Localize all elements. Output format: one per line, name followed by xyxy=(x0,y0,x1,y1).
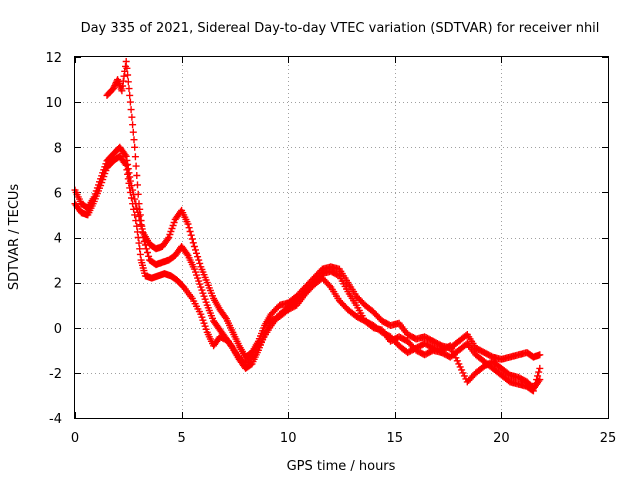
data-point-track-a xyxy=(170,219,178,226)
y-tick-label: -4 xyxy=(49,412,62,427)
data-point-track-b xyxy=(119,82,127,90)
x-tick-label: 0 xyxy=(71,431,79,446)
data-point-track-c xyxy=(249,352,257,360)
x-tick-label: 15 xyxy=(387,431,404,446)
data-point-track-c xyxy=(130,205,138,213)
data-point-track-c xyxy=(533,376,541,384)
data-point-track-b xyxy=(131,143,139,151)
data-point-track-a xyxy=(184,220,192,228)
data-point-track-c xyxy=(532,379,539,387)
x-tick-label: 10 xyxy=(280,431,297,446)
y-tick-label: 10 xyxy=(45,96,62,111)
data-point-track-c xyxy=(134,234,142,241)
data-point-track-b xyxy=(142,245,150,253)
data-point-track-c xyxy=(126,188,134,196)
data-point-track-a xyxy=(187,231,195,239)
y-tick-label: -2 xyxy=(49,367,62,382)
data-point-track-a xyxy=(121,151,129,159)
data-point-track-b xyxy=(132,162,140,170)
data-point-track-a xyxy=(185,224,193,232)
data-point-track-b xyxy=(126,98,134,106)
data-point-track-c xyxy=(129,200,137,208)
data-point-track-a xyxy=(135,212,143,220)
y-tick-label: 6 xyxy=(54,186,62,201)
data-point-track-c xyxy=(124,170,132,178)
data-point-track-b xyxy=(123,64,131,72)
data-point-track-b xyxy=(124,78,132,86)
data-point-track-b xyxy=(183,250,191,258)
data-points xyxy=(71,58,544,395)
data-point-track-c xyxy=(132,217,140,225)
data-point-track-b xyxy=(125,85,133,93)
data-point-track-a xyxy=(164,235,172,243)
data-point-track-b xyxy=(133,172,141,179)
data-point-track-b xyxy=(128,113,136,121)
data-point-track-c xyxy=(136,250,144,258)
y-tick-label: 4 xyxy=(54,232,62,247)
data-point-track-b xyxy=(145,252,153,260)
y-tick-label: 8 xyxy=(54,141,62,156)
tick-labels: 0 5 10 15 20 25 -4 -2 0 2 4 6 8 10 12 xyxy=(45,51,616,446)
data-point-track-b xyxy=(141,241,149,249)
data-point-track-a xyxy=(194,253,202,261)
data-point-track-a xyxy=(536,351,544,359)
data-point-track-c xyxy=(536,364,544,372)
y-tick-label: 12 xyxy=(45,51,62,66)
axis-ticks xyxy=(75,57,609,419)
data-point-track-a xyxy=(122,152,130,160)
y-tick-label: 0 xyxy=(54,322,62,337)
data-point-track-a xyxy=(221,313,229,321)
data-point-track-c xyxy=(128,194,135,202)
grid-lines xyxy=(75,57,608,418)
data-point-track-b xyxy=(144,249,151,256)
plot-frame xyxy=(74,56,609,419)
data-point-track-b xyxy=(453,357,461,365)
data-point-track-b xyxy=(134,181,141,189)
data-point-track-b xyxy=(122,58,130,65)
data-point-track-a xyxy=(131,195,139,203)
y-tick-label: 2 xyxy=(54,277,62,292)
data-point-track-c xyxy=(122,161,130,169)
data-point-track-b xyxy=(198,286,206,294)
data-point-track-c xyxy=(121,160,129,168)
x-tick-label: 20 xyxy=(493,431,510,446)
data-point-track-a xyxy=(190,243,198,250)
data-point-track-a xyxy=(192,246,199,254)
data-point-track-b xyxy=(129,128,137,136)
chart-title: Day 335 of 2021, Sidereal Day-to-day VTE… xyxy=(81,21,600,36)
data-point-track-b xyxy=(129,121,137,129)
data-point-track-b xyxy=(134,190,142,198)
data-point-track-a xyxy=(186,228,194,235)
y-axis-label: SDTVAR / TECUs xyxy=(7,184,22,291)
data-point-track-c xyxy=(534,372,542,380)
data-point-track-a xyxy=(193,249,200,257)
data-point-track-b xyxy=(126,91,134,99)
data-point-track-a xyxy=(195,256,203,264)
x-axis-label: GPS time / hours xyxy=(287,459,396,474)
x-tick-label: 5 xyxy=(177,431,185,446)
data-point-track-c xyxy=(530,383,538,391)
data-point-track-c xyxy=(131,211,139,219)
data-point-track-c xyxy=(201,322,209,330)
data-point-track-b xyxy=(131,153,139,161)
data-point-track-b xyxy=(140,237,148,245)
data-point-track-b xyxy=(130,136,138,144)
data-point-track-b xyxy=(127,106,135,114)
data-point-track-a xyxy=(189,239,197,247)
data-point-track-a xyxy=(196,259,204,267)
data-point-track-c xyxy=(529,387,537,395)
data-point-track-b xyxy=(124,71,132,79)
data-point-track-b xyxy=(325,282,333,290)
data-point-track-a xyxy=(188,235,196,243)
data-point-track-c xyxy=(535,368,543,376)
x-tick-label: 25 xyxy=(600,431,617,446)
